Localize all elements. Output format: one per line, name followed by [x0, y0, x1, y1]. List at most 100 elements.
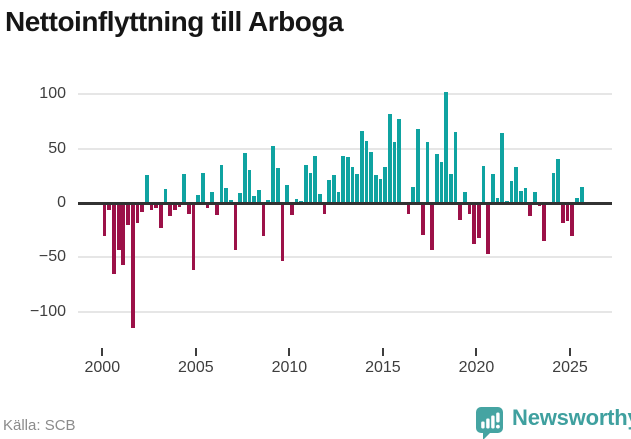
bar-2025-q2[interactable]	[575, 197, 579, 203]
bar-2019-q3[interactable]	[467, 203, 472, 214]
bar-2012-q3[interactable]	[336, 192, 341, 203]
bar-2010-q2[interactable]	[294, 198, 299, 203]
bar-2013-q4[interactable]	[360, 131, 364, 203]
bar-2022-q4[interactable]	[528, 203, 533, 217]
bar-2005-q1[interactable]	[196, 195, 201, 203]
bar-2003-q4[interactable]	[172, 203, 177, 210]
bar-2009-q3[interactable]	[280, 203, 285, 261]
bar-2010-q4[interactable]	[303, 164, 308, 203]
bar-2005-q3[interactable]	[205, 203, 210, 209]
bar-2006-q2[interactable]	[219, 164, 224, 203]
bar-2015-q2[interactable]	[388, 113, 392, 203]
bar-2018-q3[interactable]	[448, 173, 453, 203]
bar-2015-q4[interactable]	[397, 119, 402, 203]
bar-2011-q4[interactable]	[322, 203, 327, 214]
bar-2006-q1[interactable]	[215, 203, 219, 215]
bar-2014-q3[interactable]	[374, 174, 378, 203]
bar-2002-q1[interactable]	[140, 203, 144, 212]
bar-2002-q3[interactable]	[149, 203, 154, 210]
bar-2009-q1[interactable]	[271, 146, 275, 203]
bar-2007-q4[interactable]	[247, 170, 252, 203]
bar-2011-q1[interactable]	[308, 172, 313, 203]
bar-2022-q2[interactable]	[519, 191, 523, 203]
bar-2007-q3[interactable]	[243, 152, 247, 203]
bar-2004-q1[interactable]	[177, 203, 182, 208]
bar-2007-q1[interactable]	[233, 203, 238, 250]
bar-2001-q1[interactable]	[121, 203, 126, 266]
bar-2020-q4[interactable]	[490, 173, 495, 203]
bar-2018-q4[interactable]	[453, 132, 458, 203]
bar-2009-q2[interactable]	[275, 168, 280, 203]
bar-2009-q4[interactable]	[285, 184, 289, 203]
bar-2001-q2[interactable]	[126, 203, 130, 225]
bar-2006-q4[interactable]	[229, 199, 233, 203]
bar-2017-q3[interactable]	[430, 203, 434, 250]
bar-2004-q4[interactable]	[191, 203, 196, 271]
bar-2016-q3[interactable]	[411, 186, 416, 203]
bar-2001-q3[interactable]	[130, 203, 135, 329]
bar-2012-q4[interactable]	[341, 156, 345, 203]
bar-2010-q1[interactable]	[289, 203, 294, 215]
bar-2020-q3[interactable]	[486, 203, 490, 255]
bar-2017-q1[interactable]	[420, 203, 425, 235]
bar-2022-q3[interactable]	[523, 187, 528, 203]
bar-2016-q2[interactable]	[406, 203, 411, 214]
bar-2011-q3[interactable]	[317, 194, 322, 203]
bar-2013-q2[interactable]	[350, 167, 355, 203]
bar-2000-q1[interactable]	[102, 203, 107, 236]
bar-2021-q2[interactable]	[500, 133, 505, 203]
bar-2013-q1[interactable]	[345, 157, 350, 203]
bar-2019-q1[interactable]	[458, 203, 462, 221]
bar-2021-q1[interactable]	[495, 197, 500, 203]
newsworthy-logo-link[interactable]: Newsworthy	[476, 403, 631, 439]
bar-2024-q4[interactable]	[565, 203, 570, 222]
bar-2004-q2[interactable]	[182, 173, 186, 203]
bar-2017-q2[interactable]	[425, 142, 430, 203]
bar-2011-q2[interactable]	[313, 156, 317, 203]
bar-2023-q2[interactable]	[537, 203, 542, 207]
bar-2023-q1[interactable]	[533, 192, 537, 203]
bar-2003-q2[interactable]	[163, 188, 168, 203]
bar-2008-q4[interactable]	[266, 199, 271, 203]
bar-2025-q3[interactable]	[579, 186, 584, 203]
bar-2020-q1[interactable]	[476, 203, 481, 238]
bar-2014-q1[interactable]	[364, 140, 369, 203]
bar-2021-q4[interactable]	[509, 181, 514, 203]
bar-2003-q3[interactable]	[168, 203, 172, 217]
bar-2017-q4[interactable]	[434, 154, 439, 203]
bar-2023-q3[interactable]	[542, 203, 547, 242]
bar-2003-q1[interactable]	[158, 203, 163, 229]
bar-2018-q1[interactable]	[439, 161, 444, 203]
bar-2024-q1[interactable]	[551, 172, 556, 203]
bar-2025-q1[interactable]	[570, 203, 575, 236]
bar-2024-q3[interactable]	[561, 203, 565, 223]
bar-2020-q2[interactable]	[481, 166, 486, 203]
bar-2008-q2[interactable]	[257, 189, 261, 203]
bar-2000-q3[interactable]	[112, 203, 116, 274]
bar-2016-q4[interactable]	[416, 129, 420, 203]
bar-2019-q2[interactable]	[462, 192, 467, 203]
bar-2008-q1[interactable]	[252, 196, 257, 203]
bar-2024-q2[interactable]	[556, 159, 561, 203]
bar-2005-q4[interactable]	[210, 192, 215, 203]
bar-2015-q3[interactable]	[392, 142, 397, 203]
bar-2000-q2[interactable]	[107, 203, 112, 210]
bar-2012-q1[interactable]	[327, 180, 331, 203]
bar-2019-q4[interactable]	[472, 203, 476, 245]
bar-2018-q2[interactable]	[444, 92, 448, 203]
bar-2012-q2[interactable]	[331, 174, 336, 203]
bar-2008-q3[interactable]	[261, 203, 266, 236]
bar-2005-q2[interactable]	[201, 172, 205, 203]
bar-2013-q3[interactable]	[355, 173, 360, 203]
bar-2002-q2[interactable]	[144, 174, 149, 203]
bar-2014-q2[interactable]	[369, 151, 374, 203]
bar-2000-q4[interactable]	[116, 203, 121, 250]
bar-2014-q4[interactable]	[378, 179, 383, 203]
bar-2015-q1[interactable]	[383, 167, 388, 203]
bar-2006-q3[interactable]	[224, 187, 229, 203]
bar-2001-q4[interactable]	[135, 203, 140, 223]
bar-2007-q2[interactable]	[238, 193, 243, 203]
bar-2002-q4[interactable]	[154, 203, 158, 209]
bar-2004-q3[interactable]	[186, 203, 191, 214]
bar-2022-q1[interactable]	[514, 167, 519, 203]
